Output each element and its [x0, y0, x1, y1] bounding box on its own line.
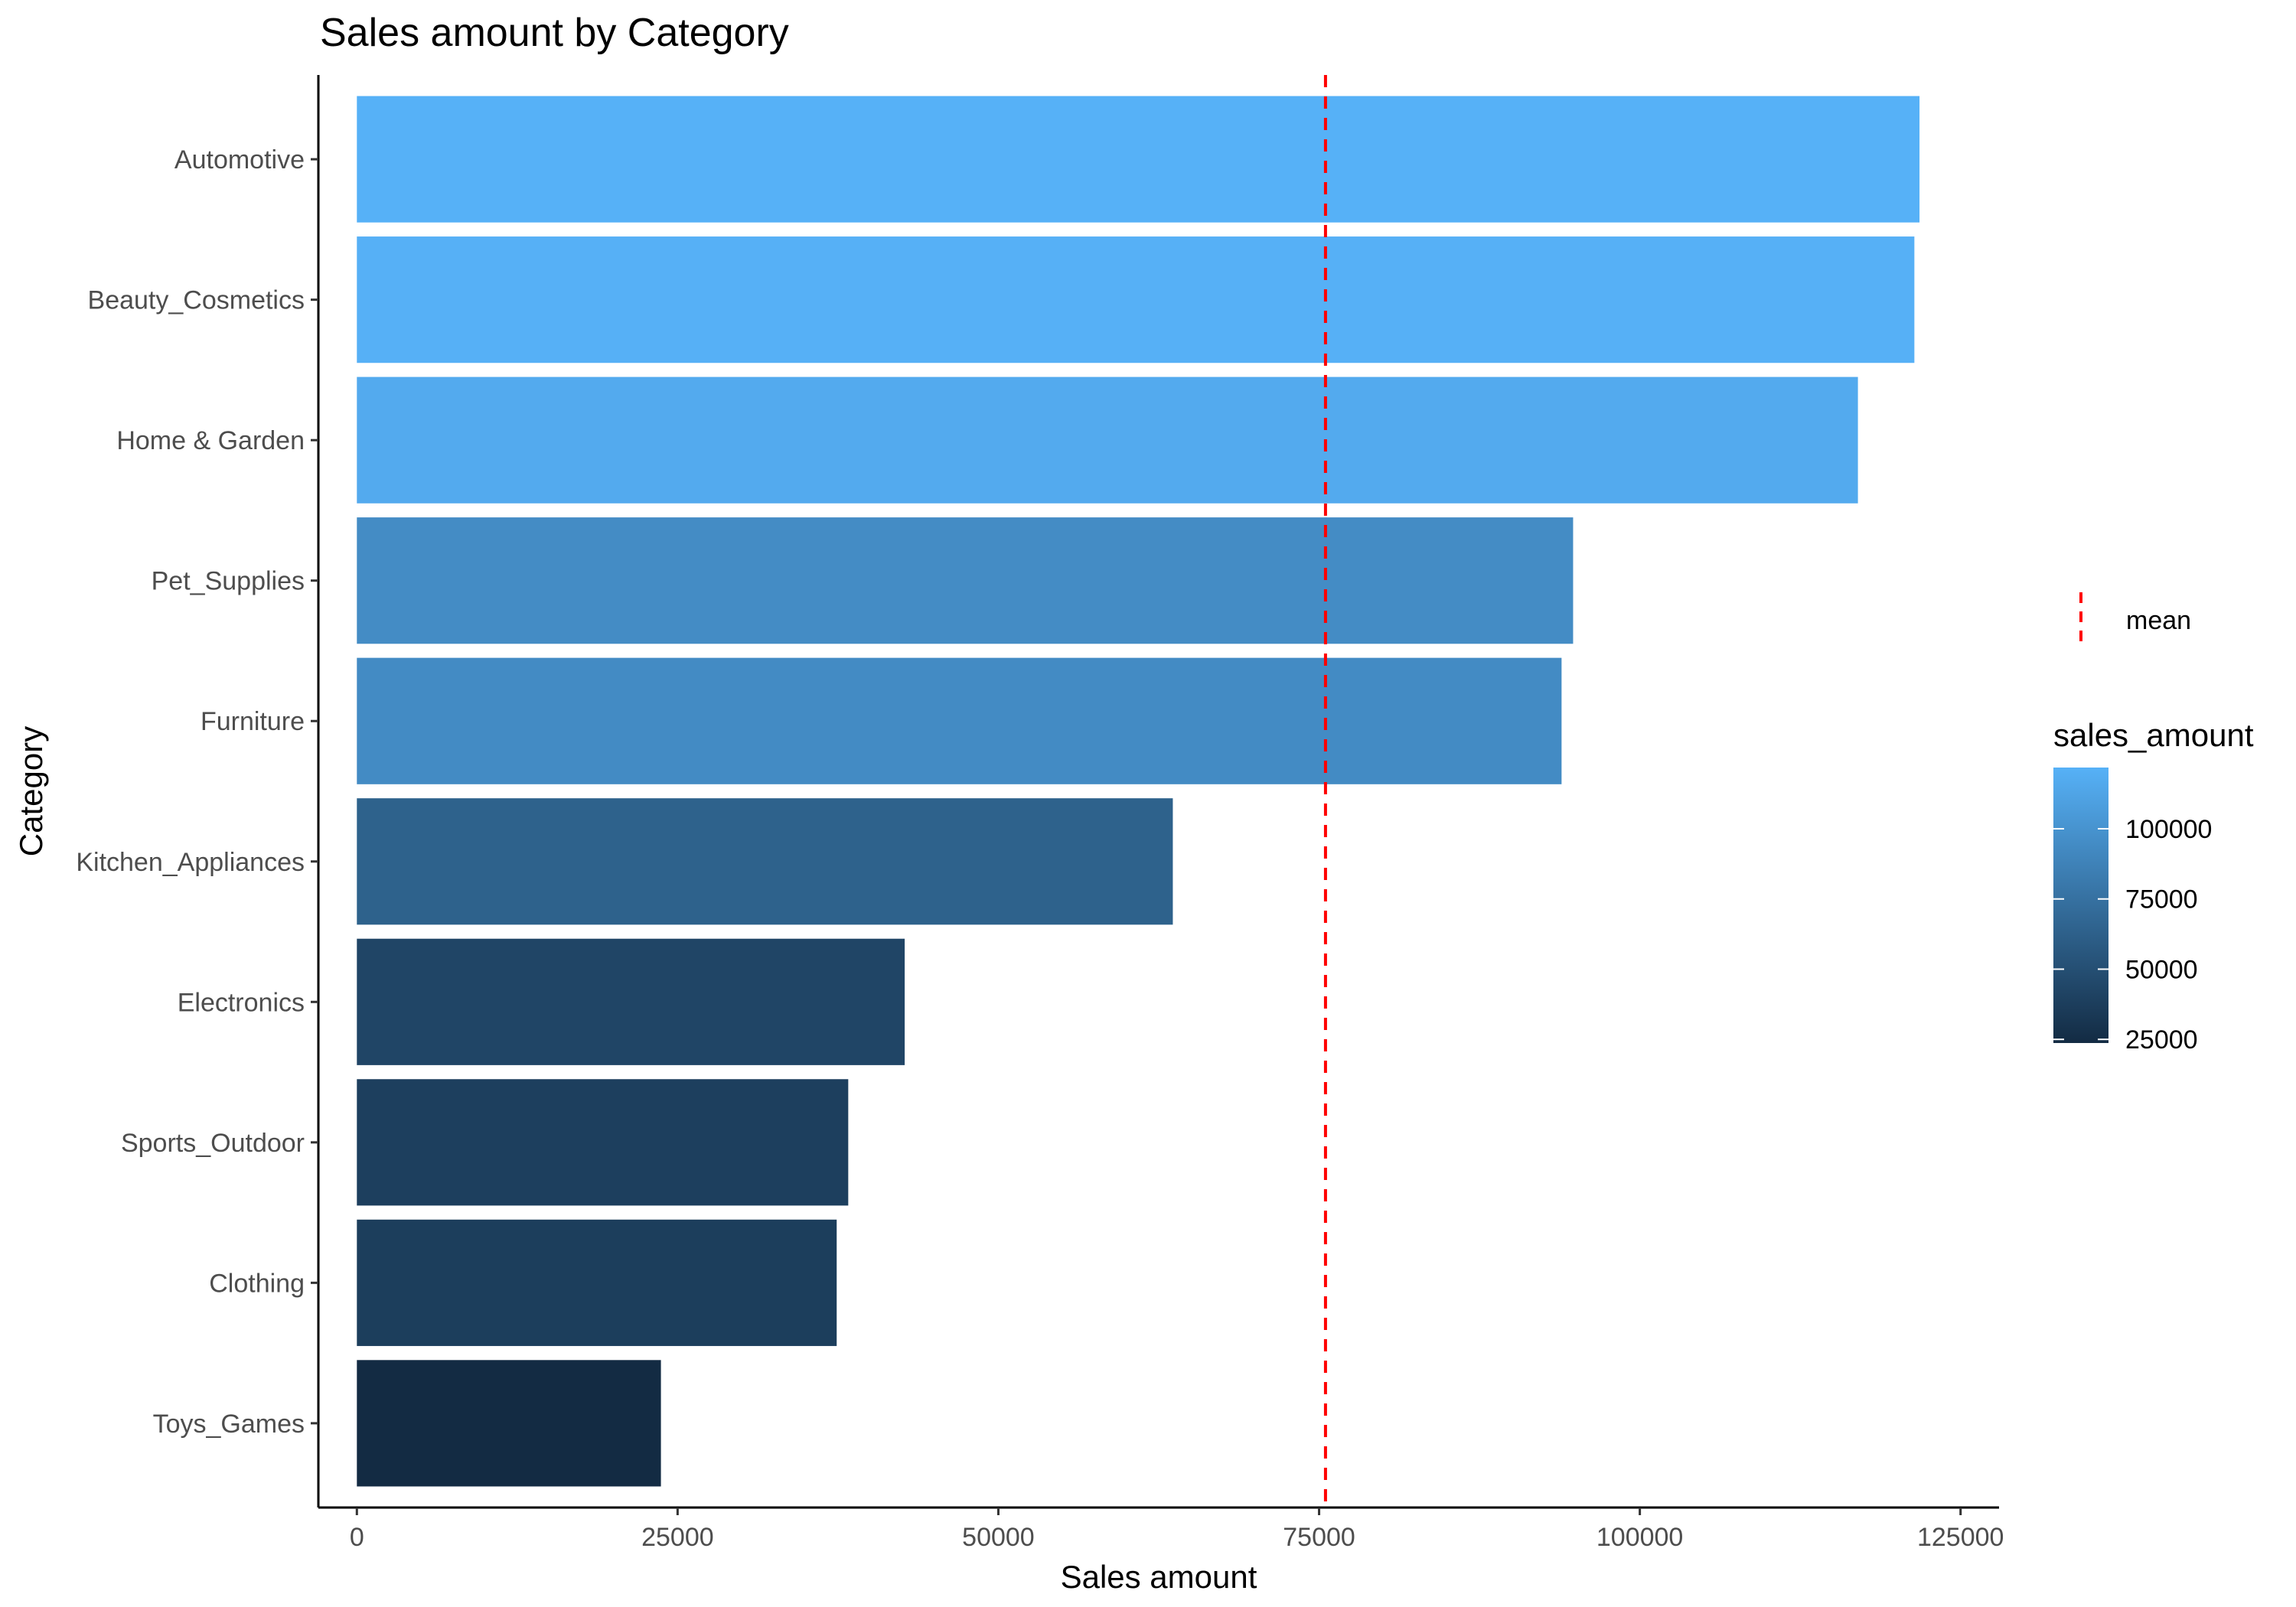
mean-legend: mean	[2079, 592, 2191, 647]
y-tick-label: Pet_Supplies	[152, 567, 305, 596]
color-legend-tick-label: 75000	[2125, 885, 2198, 914]
y-tick-label: Furniture	[201, 707, 305, 736]
y-tick-label: Home & Garden	[116, 426, 305, 455]
bar-toys-games	[357, 1360, 661, 1487]
color-legend-bar	[2053, 768, 2108, 1043]
y-tick-label: Clothing	[209, 1269, 305, 1298]
color-legend-title: sales_amount	[2053, 717, 2254, 753]
y-tick-label: Kitchen_Appliances	[76, 848, 305, 877]
x-tick-label: 75000	[1283, 1523, 1355, 1552]
mean-legend-label: mean	[2126, 606, 2191, 635]
y-tick-label: Beauty_Cosmetics	[88, 286, 305, 315]
color-legend-tick-label: 25000	[2125, 1025, 2198, 1054]
bar-pet-supplies	[357, 517, 1574, 644]
x-tick-label: 25000	[641, 1523, 714, 1552]
y-tick-label: Electronics	[178, 988, 305, 1017]
x-tick-label: 125000	[1917, 1523, 2004, 1552]
bar-automotive	[357, 96, 1920, 223]
bar-home-garden	[357, 376, 1858, 504]
y-tick-label: Sports_Outdoor	[121, 1129, 305, 1158]
bar-furniture	[357, 657, 1562, 784]
color-legend: sales_amount 25000 50000 75000 100000	[2053, 717, 2254, 1054]
color-legend-tick-label: 100000	[2125, 815, 2212, 844]
bar-clothing	[357, 1219, 837, 1346]
chart-title: Sales amount by Category	[320, 11, 789, 55]
x-tick-label: 100000	[1596, 1523, 1683, 1552]
x-axis-title: Sales amount	[1061, 1559, 1257, 1595]
y-tick-label: Automotive	[174, 145, 305, 174]
color-legend-tick-label: 50000	[2125, 955, 2198, 984]
bar-electronics	[357, 938, 905, 1065]
y-axis-title: Category	[13, 726, 49, 856]
bar-sports-outdoor	[357, 1079, 849, 1206]
y-tick-label: Toys_Games	[153, 1410, 305, 1439]
bar-beauty-cosmetics	[357, 236, 1915, 363]
x-tick-label: 50000	[962, 1523, 1035, 1552]
plot-area	[357, 96, 1920, 1487]
x-tick-label: 0	[350, 1523, 364, 1552]
bar-kitchen-appliances	[357, 798, 1173, 925]
